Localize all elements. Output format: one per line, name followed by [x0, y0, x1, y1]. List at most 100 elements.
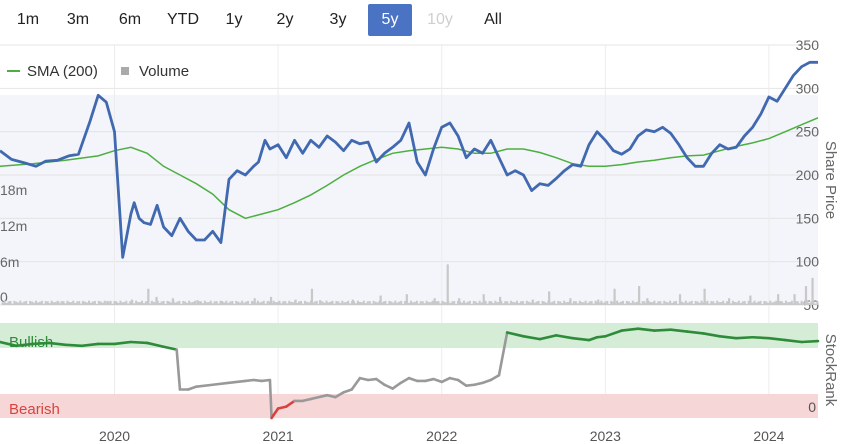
- volume-bar: [158, 302, 161, 305]
- range-button-3y[interactable]: 3y: [329, 11, 347, 28]
- volume-bar: [643, 301, 646, 305]
- volume-bar: [690, 300, 693, 305]
- volume-bar: [129, 301, 132, 305]
- volume-bar: [400, 300, 403, 305]
- volume-bar: [52, 302, 55, 305]
- volume-bar: [786, 302, 789, 305]
- volume-bar: [276, 302, 279, 305]
- volume-bar: [141, 300, 144, 305]
- volume-bar: [164, 303, 167, 305]
- volume-bar: [633, 302, 636, 305]
- range-button-5y[interactable]: 5y: [368, 4, 412, 36]
- volume-bar: [409, 300, 412, 305]
- volume-bar: [443, 301, 446, 305]
- volume-bar: [95, 303, 98, 305]
- volume-bar: [205, 302, 208, 305]
- volume-bar: [262, 300, 265, 305]
- volume-bar: [502, 303, 505, 305]
- volume-bar: [641, 301, 644, 305]
- volume-bar: [27, 303, 30, 305]
- volume-bar: [229, 301, 232, 305]
- volume-bar: [541, 300, 544, 305]
- volume-bar: [808, 303, 811, 305]
- volume-bar: [535, 301, 538, 305]
- volume-bar: [433, 298, 436, 305]
- volume-bar: [239, 302, 242, 305]
- share-price-line: [0, 60, 818, 259]
- stockrank-segment: [268, 378, 273, 420]
- volume-bar: [667, 302, 670, 305]
- stockrank-segment: [767, 336, 787, 342]
- volume-bar: [5, 302, 8, 305]
- volume-bar: [66, 300, 69, 305]
- volume-bar: [99, 301, 102, 305]
- volume-bar: [480, 302, 483, 305]
- volume-bar: [765, 301, 768, 305]
- range-button-6m[interactable]: 6m: [118, 11, 142, 28]
- volume-bar: [188, 300, 191, 305]
- volume-bar: [331, 300, 334, 305]
- volume-bar: [517, 303, 520, 305]
- volume-bar: [720, 302, 723, 305]
- volume-bar: [152, 301, 155, 305]
- volume-bar: [241, 300, 244, 305]
- volume-bar: [777, 294, 780, 305]
- stockrank-segment: [620, 327, 640, 332]
- volume-bar: [137, 302, 140, 305]
- volume-bar: [718, 302, 721, 305]
- stockrank-segment: [374, 377, 386, 387]
- stockrank-segment: [260, 378, 272, 383]
- volume-bar: [710, 301, 713, 305]
- volume-bar: [347, 300, 350, 305]
- volume-bar: [341, 300, 344, 305]
- volume-bar: [419, 301, 422, 305]
- x-axis-tick-label: 2022: [426, 428, 457, 444]
- stockrank-segment: [325, 393, 337, 399]
- volume-bar: [551, 301, 554, 305]
- volume-bar: [115, 301, 118, 305]
- volume-bar: [671, 302, 674, 305]
- stockrank-segment: [595, 334, 607, 339]
- range-button-1y[interactable]: 1y: [225, 11, 243, 28]
- volume-bar: [194, 300, 197, 305]
- stockrank-segment: [113, 340, 133, 346]
- range-button-2y[interactable]: 2y: [276, 11, 294, 28]
- volume-bar: [72, 300, 75, 305]
- stockrank-segment: [424, 377, 435, 383]
- volume-bar: [415, 300, 418, 305]
- volume-bar: [728, 298, 731, 305]
- range-button-3m[interactable]: 3m: [66, 11, 90, 28]
- volume-bar: [70, 302, 73, 305]
- volume-bar: [335, 301, 338, 305]
- bearish-label: Bearish: [9, 401, 60, 418]
- volume-bar: [553, 300, 556, 305]
- volume-bar: [639, 303, 642, 305]
- volume-bar: [638, 286, 641, 305]
- volume-bar: [458, 298, 461, 305]
- volume-bar: [435, 301, 438, 305]
- volume-bar: [231, 301, 234, 305]
- volume-bar: [629, 302, 632, 305]
- volume-bar: [561, 303, 564, 305]
- volume-bar: [3, 300, 6, 305]
- stockrank-segment: [342, 388, 354, 394]
- stockrank-segment: [175, 348, 182, 391]
- range-button-all[interactable]: All: [484, 11, 502, 28]
- volume-bar: [446, 264, 449, 305]
- stockrank-segment: [284, 399, 296, 408]
- volume-bar: [13, 300, 16, 305]
- volume-bar: [23, 301, 26, 305]
- price-axis-tick-label: 350: [796, 37, 820, 53]
- volume-bar: [264, 303, 267, 305]
- volume-bar: [220, 300, 224, 305]
- stockrank-segment: [383, 383, 394, 390]
- stockrank-segment: [276, 405, 288, 410]
- volume-bar: [598, 302, 601, 305]
- range-button-ytd[interactable]: YTD: [167, 11, 199, 28]
- volume-bar: [321, 301, 324, 305]
- volume-bar: [25, 300, 28, 305]
- volume-bar: [751, 302, 754, 305]
- volume-bar: [651, 302, 654, 305]
- range-button-1m[interactable]: 1m: [16, 11, 40, 28]
- volume-bar: [50, 300, 53, 305]
